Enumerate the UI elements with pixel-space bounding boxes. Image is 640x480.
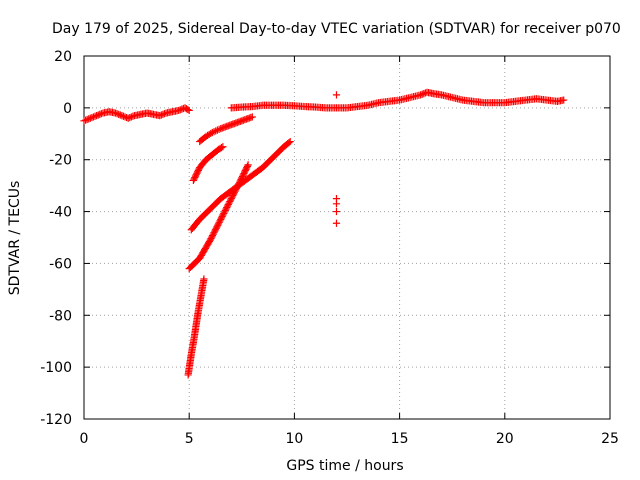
- x-axis-title: GPS time / hours: [286, 458, 403, 474]
- drop-arc-4-point: [244, 161, 252, 169]
- data-points: [80, 88, 568, 379]
- y-tick-label: -80: [49, 308, 72, 324]
- outliers-point: [332, 207, 341, 216]
- plot-frame: [83, 55, 611, 420]
- y-tick-label: -40: [49, 205, 72, 221]
- y-tick-label: 0: [63, 101, 72, 117]
- grid-lines: [84, 56, 610, 419]
- x-tick-label: 15: [391, 431, 409, 447]
- main-trace-point: [185, 106, 193, 115]
- drop-arc-2-point: [219, 143, 227, 151]
- x-tick-label: 25: [601, 431, 619, 447]
- outliers-point: [332, 200, 341, 208]
- main-trace-point: [560, 96, 568, 104]
- y-tick-label: -120: [40, 412, 72, 428]
- y-axis-title: SDTVAR / TECUs: [7, 181, 23, 296]
- x-tick-label: 20: [496, 431, 514, 447]
- y-tick-label: -60: [49, 256, 72, 272]
- x-tick-label: 5: [185, 431, 194, 447]
- outliers-point: [332, 91, 341, 99]
- chart-title: Day 179 of 2025, Sidereal Day-to-day VTE…: [52, 21, 621, 37]
- drop-arc-1-point: [248, 113, 256, 121]
- y-tick-label: 20: [54, 49, 72, 65]
- x-tick-label: 10: [285, 431, 303, 447]
- drop-arc-5-point: [200, 275, 208, 283]
- outliers-point: [332, 219, 341, 227]
- drop-arc-3-point: [286, 137, 294, 146]
- y-tick-label: -20: [49, 153, 72, 169]
- y-tick-label: -100: [40, 360, 72, 376]
- axis-ticks: 0 5 10 15 20 25 -120 -100 -80 -60 -40 -20 0 20: [40, 49, 619, 447]
- drop-arc-3-point: [285, 139, 293, 147]
- x-tick-label: 0: [80, 431, 89, 447]
